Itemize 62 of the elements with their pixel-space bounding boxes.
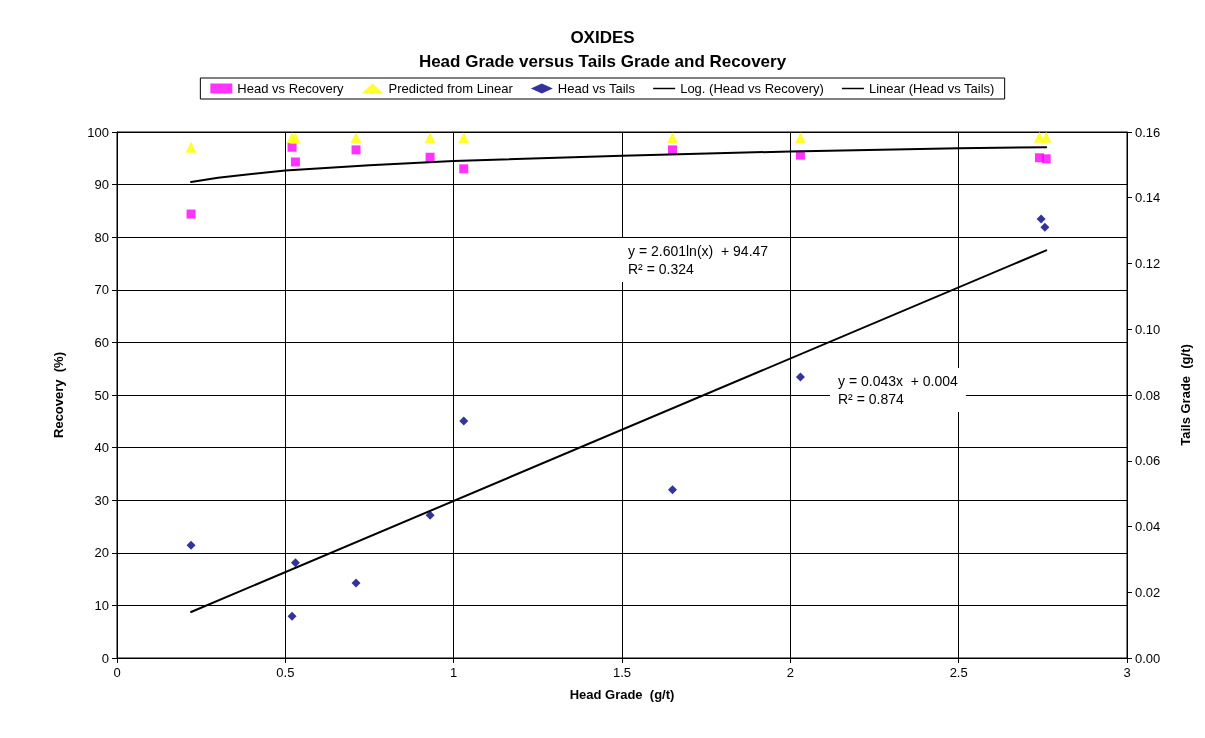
point bbox=[668, 485, 677, 495]
y-tick-label: 50 bbox=[94, 387, 109, 403]
point bbox=[287, 142, 297, 152]
point bbox=[287, 611, 297, 621]
y-axis-title: Recovery (%) bbox=[51, 352, 66, 438]
legend-label: Linear (Head vs Tails) bbox=[868, 81, 995, 96]
x-tick-label: 3 bbox=[1123, 665, 1131, 680]
point bbox=[186, 540, 196, 550]
point bbox=[459, 416, 469, 426]
annotation: y = 2.601ln(x) + 94.47 R² = 0.324 bbox=[628, 243, 769, 277]
y2-axis-title: Tails Grade (g/t) bbox=[1178, 344, 1193, 446]
y-tick-label: 40 bbox=[94, 440, 109, 456]
y2-tick-label: 0.16 bbox=[1135, 124, 1161, 140]
point bbox=[424, 132, 436, 144]
annotation: y = 0.043x + 0.004 R² = 0.874 bbox=[838, 373, 959, 407]
point bbox=[425, 510, 435, 520]
point bbox=[351, 145, 361, 155]
legend-label: Predicted from Linear bbox=[388, 81, 514, 96]
point bbox=[1041, 154, 1051, 164]
point bbox=[351, 578, 361, 588]
x-tick-label: 2 bbox=[786, 665, 794, 680]
y2-tick-label: 0.08 bbox=[1135, 387, 1161, 403]
point bbox=[794, 132, 806, 144]
y2-tick-label: 0.00 bbox=[1135, 650, 1161, 666]
y-tick-label: 20 bbox=[94, 545, 109, 561]
point bbox=[667, 132, 678, 144]
y-tick-label: 70 bbox=[94, 282, 109, 298]
y2-tick-label: 0.14 bbox=[1135, 190, 1161, 206]
y2-tick-label: 0.04 bbox=[1135, 519, 1161, 534]
x-axis-title: Head Grade (g/t) bbox=[569, 687, 675, 702]
y2-tick-label: 0.02 bbox=[1135, 584, 1161, 600]
chart-subtitle: Head Grade versus Tails Grade and Recovery bbox=[418, 52, 787, 71]
y2-tick-label: 0.06 bbox=[1135, 453, 1161, 469]
y2-tick-label: 0.10 bbox=[1135, 321, 1161, 337]
point bbox=[350, 132, 362, 144]
x-tick-label: 0.5 bbox=[276, 665, 295, 680]
point bbox=[290, 157, 300, 167]
x-tick-label: 2.5 bbox=[949, 665, 968, 680]
y-tick-label: 10 bbox=[94, 597, 109, 613]
y2-tick-label: 0.12 bbox=[1135, 256, 1161, 271]
x-tick-label: 0 bbox=[113, 665, 121, 680]
point bbox=[458, 132, 470, 144]
x-tick-label: 1.5 bbox=[612, 665, 632, 680]
point bbox=[186, 209, 196, 219]
y-tick-label: 90 bbox=[94, 177, 109, 193]
y-tick-label: 80 bbox=[94, 229, 109, 245]
point bbox=[795, 372, 805, 382]
legend-label: Head vs Tails bbox=[557, 81, 636, 96]
point bbox=[1036, 214, 1046, 224]
y-tick-label: 60 bbox=[94, 334, 109, 350]
point bbox=[185, 141, 197, 153]
point bbox=[290, 558, 300, 568]
legend-label: Log. (Head vs Recovery) bbox=[680, 81, 824, 96]
point bbox=[1040, 131, 1052, 143]
x-tick-label: 1 bbox=[450, 665, 458, 680]
point bbox=[1040, 222, 1050, 232]
legend-label: Head vs Recovery bbox=[237, 81, 345, 96]
chart-title: OXIDES bbox=[570, 28, 635, 47]
y-tick-label: 0 bbox=[101, 650, 109, 666]
y-tick-label: 100 bbox=[87, 124, 109, 140]
point bbox=[459, 164, 469, 174]
y-tick-label: 30 bbox=[94, 492, 109, 508]
